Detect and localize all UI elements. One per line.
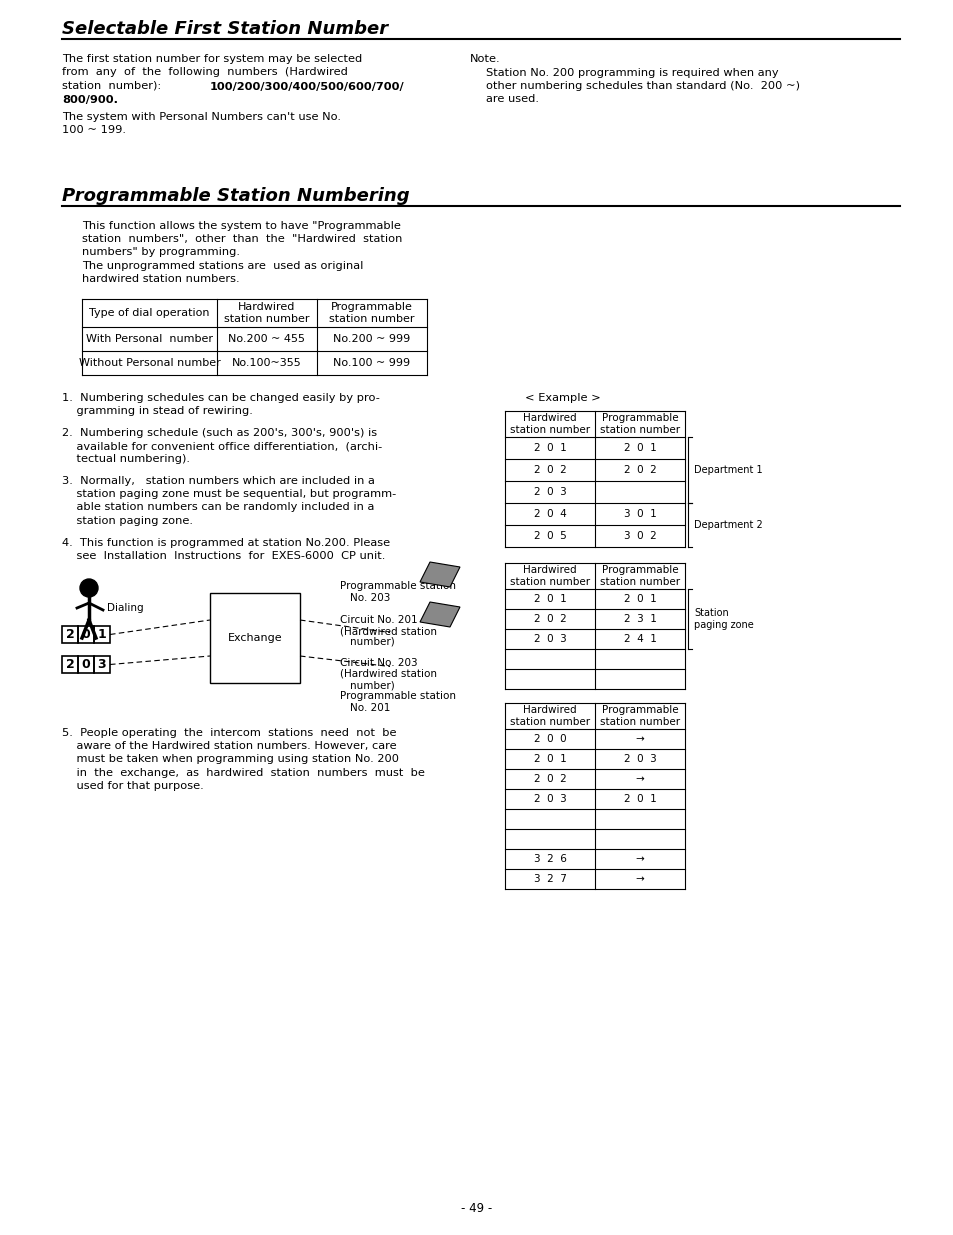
Text: Hardwired
station number: Hardwired station number xyxy=(510,566,590,587)
Text: 2  0  1: 2 0 1 xyxy=(533,443,566,453)
Bar xyxy=(62,626,78,643)
Text: 2  0  0: 2 0 0 xyxy=(533,734,566,743)
Text: (Hardwired station: (Hardwired station xyxy=(339,669,436,679)
Text: 2  4  1: 2 4 1 xyxy=(623,634,656,643)
Text: 0: 0 xyxy=(82,629,91,641)
Text: 3  2  7: 3 2 7 xyxy=(533,874,566,884)
Text: Without Personal number: Without Personal number xyxy=(78,358,220,368)
Text: Programmable
station number: Programmable station number xyxy=(599,705,679,727)
Text: Hardwired
station number: Hardwired station number xyxy=(510,705,590,727)
Text: No. 201: No. 201 xyxy=(350,703,390,713)
Text: 3: 3 xyxy=(97,658,106,671)
Text: No. 203: No. 203 xyxy=(350,593,390,603)
Text: Department 1: Department 1 xyxy=(693,466,761,475)
Text: 1: 1 xyxy=(97,629,107,641)
Text: Exchange: Exchange xyxy=(228,634,282,643)
Text: →: → xyxy=(635,853,643,864)
Text: 2  0  5: 2 0 5 xyxy=(533,531,566,541)
Text: Station
paging zone: Station paging zone xyxy=(693,608,753,630)
Text: Programmable station: Programmable station xyxy=(339,692,456,701)
Text: Hardwired
station number: Hardwired station number xyxy=(224,303,310,324)
Text: Dialing: Dialing xyxy=(107,603,144,613)
Text: 5.  People operating  the  intercom  stations  need  not  be
    aware of the Ha: 5. People operating the intercom station… xyxy=(62,727,424,790)
Circle shape xyxy=(80,579,98,597)
Text: 2  0  3: 2 0 3 xyxy=(533,794,566,804)
Text: →: → xyxy=(635,734,643,743)
Text: 2  3  1: 2 3 1 xyxy=(623,614,656,624)
Text: - 49 -: - 49 - xyxy=(461,1202,492,1215)
Text: Hardwired
station number: Hardwired station number xyxy=(510,414,590,435)
Text: 3  2  6: 3 2 6 xyxy=(533,853,566,864)
Text: Circuit No. 201: Circuit No. 201 xyxy=(339,615,417,625)
Text: 3  0  1: 3 0 1 xyxy=(623,509,656,519)
Text: 2  0  3: 2 0 3 xyxy=(533,634,566,643)
Text: 2.  Numbering schedule (such as 200's, 300's, 900's) is
    available for conven: 2. Numbering schedule (such as 200's, 30… xyxy=(62,429,382,464)
Bar xyxy=(62,656,78,673)
Text: No.100 ~ 999: No.100 ~ 999 xyxy=(334,358,410,368)
Text: Department 2: Department 2 xyxy=(693,520,762,530)
Text: Note.: Note. xyxy=(470,54,500,64)
Text: 2  0  3: 2 0 3 xyxy=(533,487,566,496)
Text: 2  0  1: 2 0 1 xyxy=(533,755,566,764)
Text: < Example >: < Example > xyxy=(524,393,600,403)
Polygon shape xyxy=(419,562,459,587)
Text: 100/200/300/400/500/600/700/: 100/200/300/400/500/600/700/ xyxy=(210,82,404,91)
Text: 1.  Numbering schedules can be changed easily by pro-
    gramming in stead of r: 1. Numbering schedules can be changed ea… xyxy=(62,393,379,416)
Text: 2  0  2: 2 0 2 xyxy=(533,774,566,784)
Text: 800/900.: 800/900. xyxy=(62,95,118,105)
Text: 2: 2 xyxy=(66,658,74,671)
Text: number): number) xyxy=(350,637,395,647)
Text: 2: 2 xyxy=(66,629,74,641)
Text: 2  0  2: 2 0 2 xyxy=(623,466,656,475)
Text: With Personal  number: With Personal number xyxy=(86,333,213,345)
Text: Selectable First Station Number: Selectable First Station Number xyxy=(62,20,388,38)
Text: number): number) xyxy=(350,680,395,690)
Bar xyxy=(78,656,94,673)
Polygon shape xyxy=(419,601,459,627)
Text: 3  0  2: 3 0 2 xyxy=(623,531,656,541)
Bar xyxy=(94,656,110,673)
Text: This function allows the system to have "Programmable
station  numbers",  other : This function allows the system to have … xyxy=(82,221,402,284)
Text: Programmable
station number: Programmable station number xyxy=(599,414,679,435)
Text: 2  0  1: 2 0 1 xyxy=(533,594,566,604)
Text: The system with Personal Numbers can't use No.
100 ~ 199.: The system with Personal Numbers can't u… xyxy=(62,112,340,135)
Text: 2  0  1: 2 0 1 xyxy=(623,443,656,453)
Text: →: → xyxy=(635,874,643,884)
Text: 3.  Normally,   station numbers which are included in a
    station paging zone : 3. Normally, station numbers which are i… xyxy=(62,475,395,526)
Text: No.100~355: No.100~355 xyxy=(232,358,301,368)
Text: (Hardwired station: (Hardwired station xyxy=(339,626,436,636)
Bar xyxy=(94,626,110,643)
Text: 2  0  4: 2 0 4 xyxy=(533,509,566,519)
Text: Programmable
station number: Programmable station number xyxy=(329,303,415,324)
Bar xyxy=(210,593,299,683)
Bar xyxy=(78,626,94,643)
Text: 4.  This function is programmed at station No.200. Please
    see  Installation : 4. This function is programmed at statio… xyxy=(62,538,390,561)
Text: 0: 0 xyxy=(82,658,91,671)
Text: Station No. 200 programming is required when any
other numbering schedules than : Station No. 200 programming is required … xyxy=(485,68,800,105)
Text: 2  0  3: 2 0 3 xyxy=(623,755,656,764)
Text: The first station number for system may be selected
from  any  of  the  followin: The first station number for system may … xyxy=(62,54,362,90)
Text: No.200 ~ 999: No.200 ~ 999 xyxy=(333,333,410,345)
Text: →: → xyxy=(635,774,643,784)
Text: 2  0  2: 2 0 2 xyxy=(533,614,566,624)
Text: No.200 ~ 455: No.200 ~ 455 xyxy=(229,333,305,345)
Text: Programmable Station Numbering: Programmable Station Numbering xyxy=(62,186,409,205)
Text: Circuit No. 203: Circuit No. 203 xyxy=(339,658,417,668)
Text: Type of dial operation: Type of dial operation xyxy=(90,308,210,317)
Text: 2  0  2: 2 0 2 xyxy=(533,466,566,475)
Text: 2  0  1: 2 0 1 xyxy=(623,794,656,804)
Text: Programmable station: Programmable station xyxy=(339,580,456,592)
Text: 2  0  1: 2 0 1 xyxy=(623,594,656,604)
Text: Programmable
station number: Programmable station number xyxy=(599,566,679,587)
